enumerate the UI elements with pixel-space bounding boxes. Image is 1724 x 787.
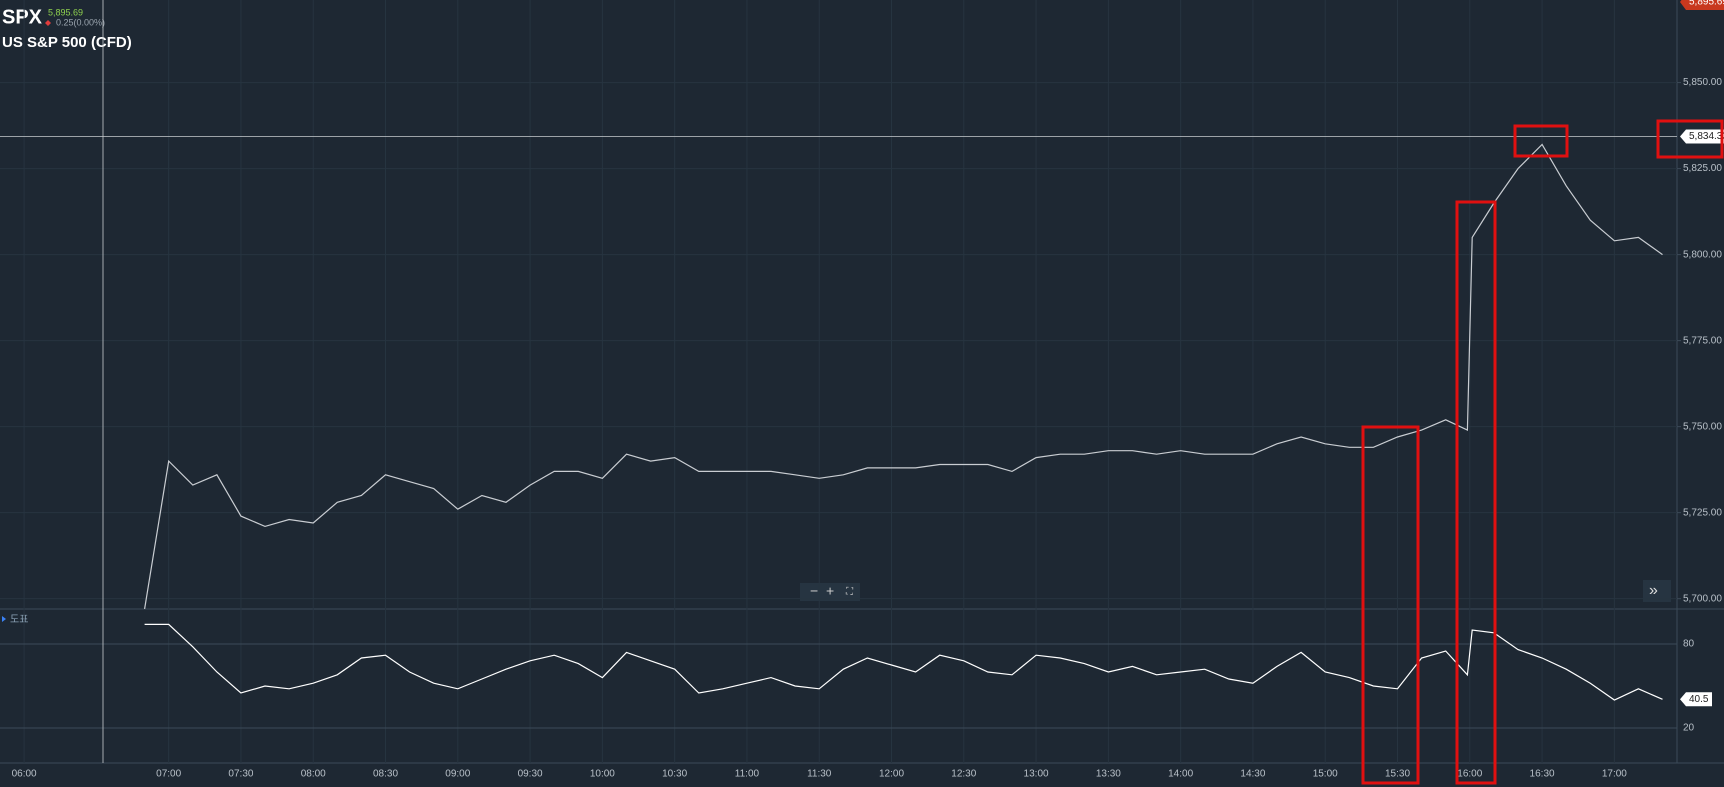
x-tick-label: 10:00 xyxy=(590,769,615,780)
y-tick-label: 5,700.00 xyxy=(1683,593,1722,604)
x-tick-label: 06:00 xyxy=(12,769,37,780)
last-price-tag xyxy=(1680,0,1724,10)
indicator-arrow xyxy=(2,616,6,622)
y-tick-label: 5,725.00 xyxy=(1683,507,1722,518)
x-tick-label: 08:30 xyxy=(373,769,398,780)
x-tick-label: 09:00 xyxy=(445,769,470,780)
x-tick-label: 16:00 xyxy=(1457,769,1482,780)
x-tick-label: 12:30 xyxy=(951,769,976,780)
instrument-name: US S&P 500 (CFD) xyxy=(2,34,132,51)
x-tick-label: 17:00 xyxy=(1602,769,1627,780)
zoom-bar xyxy=(800,583,860,601)
x-tick-label: 11:00 xyxy=(735,769,760,780)
y-tick-label: 5,850.00 xyxy=(1683,77,1722,88)
x-tick-label: 14:00 xyxy=(1168,769,1193,780)
x-tick-label: 12:00 xyxy=(879,769,904,780)
y-tick-label: 5,775.00 xyxy=(1683,335,1722,346)
y-tick-label: 5,825.00 xyxy=(1683,163,1722,174)
x-tick-label: 13:00 xyxy=(1024,769,1049,780)
scroll-right-icon[interactable]: » xyxy=(1649,582,1658,599)
fit[interactable]: ⛶ xyxy=(845,587,854,598)
y2-tick-label: 80 xyxy=(1683,639,1695,650)
oscillator-line xyxy=(144,623,1663,701)
down-icon xyxy=(45,20,51,26)
y-tick-label: 5,750.00 xyxy=(1683,421,1722,432)
x-tick-label: 14:30 xyxy=(1240,769,1265,780)
oscillator-value: 40.5 xyxy=(1689,694,1709,705)
last-price-label: 5,895.69 xyxy=(1689,0,1724,8)
x-tick-label: 13:30 xyxy=(1096,769,1121,780)
y2-tick-label: 20 xyxy=(1683,723,1695,734)
highlight-box xyxy=(1455,200,1497,785)
x-tick-label: 15:30 xyxy=(1385,769,1410,780)
x-tick-label: 07:30 xyxy=(228,769,253,780)
price: 5,895.69 xyxy=(48,7,83,17)
x-tick-label: 10:30 xyxy=(662,769,687,780)
zoom-out[interactable]: − xyxy=(810,583,818,599)
x-tick-label: 09:30 xyxy=(518,769,543,780)
x-tick-label: 16:30 xyxy=(1530,769,1555,780)
x-tick-label: 08:00 xyxy=(301,769,326,780)
zoom-in[interactable]: + xyxy=(826,583,834,599)
zoom-controls[interactable]: − + ⛶ xyxy=(800,583,860,601)
highlight-box xyxy=(1361,425,1420,785)
y-tick-label: 5,800.00 xyxy=(1683,249,1722,260)
x-tick-label: 15:00 xyxy=(1313,769,1338,780)
highlight-box xyxy=(1513,124,1569,158)
price-line xyxy=(144,143,1663,610)
change: 0.25(0.00%) xyxy=(56,17,105,27)
indicator-label: 도표 xyxy=(10,615,28,626)
oscillator-tag xyxy=(1680,692,1712,707)
scroll-right[interactable] xyxy=(1643,580,1671,602)
x-tick-label: 11:30 xyxy=(807,769,832,780)
highlight-box xyxy=(1656,119,1724,159)
x-tick-label: 07:00 xyxy=(156,769,181,780)
crosshair-tag xyxy=(1680,129,1724,144)
symbol: SPX xyxy=(2,6,43,28)
crosshair-label: 5,834.33 xyxy=(1689,131,1724,142)
